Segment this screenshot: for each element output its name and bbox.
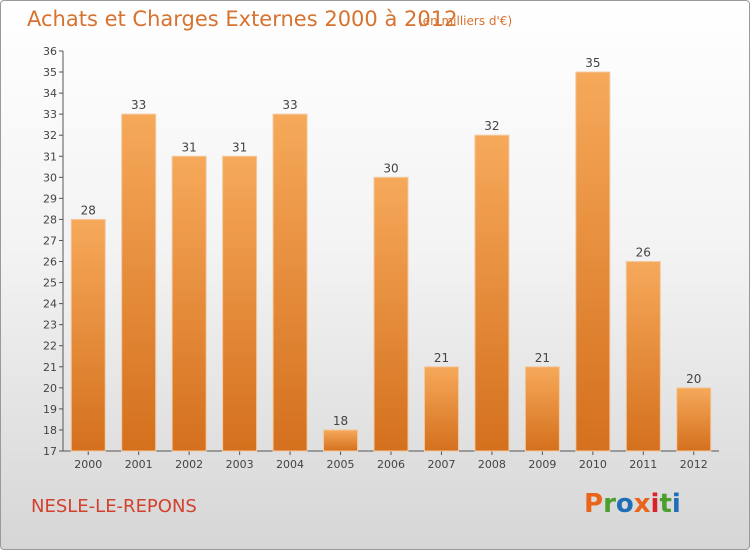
bar-2010 bbox=[575, 71, 611, 452]
x-tick-label: 2000 bbox=[74, 458, 102, 471]
logo-letter: r bbox=[603, 489, 616, 519]
x-tick-label: 2009 bbox=[528, 458, 556, 471]
data-label-2003: 31 bbox=[232, 140, 247, 154]
bar-2003 bbox=[222, 155, 258, 452]
logo-letter: i bbox=[650, 489, 660, 519]
bar-2006 bbox=[373, 176, 409, 452]
y-tick-label: 22 bbox=[43, 340, 57, 353]
y-tick-label: 35 bbox=[43, 66, 57, 79]
y-tick-label: 34 bbox=[43, 87, 57, 100]
y-tick-label: 17 bbox=[43, 445, 57, 458]
y-tick-label: 24 bbox=[43, 298, 57, 311]
bar-2011 bbox=[625, 261, 661, 452]
x-tick-label: 2004 bbox=[276, 458, 304, 471]
bar-2001 bbox=[121, 113, 157, 452]
y-tick-label: 28 bbox=[43, 213, 57, 226]
y-tick-label: 18 bbox=[43, 424, 57, 437]
data-label-2005: 18 bbox=[333, 414, 348, 428]
y-tick-label: 36 bbox=[43, 45, 57, 58]
bar-2004 bbox=[272, 113, 308, 452]
y-tick-label: 26 bbox=[43, 256, 57, 269]
data-label-2006: 30 bbox=[383, 161, 398, 175]
logo-letter: t bbox=[659, 489, 672, 519]
x-tick-label: 2011 bbox=[629, 458, 657, 471]
data-label-2007: 21 bbox=[434, 351, 449, 365]
y-tick-label: 29 bbox=[43, 192, 57, 205]
y-tick-label: 23 bbox=[43, 319, 57, 332]
y-tick-label: 25 bbox=[43, 277, 57, 290]
data-label-2000: 28 bbox=[81, 203, 96, 217]
bar-2000 bbox=[70, 218, 106, 452]
bar-2008 bbox=[474, 134, 510, 452]
x-tick-label: 2001 bbox=[125, 458, 153, 471]
x-tick-label: 2008 bbox=[478, 458, 506, 471]
bar-2002 bbox=[171, 155, 207, 452]
data-label-2004: 33 bbox=[282, 98, 297, 112]
x-tick-label: 2006 bbox=[377, 458, 405, 471]
bar-2009 bbox=[524, 366, 560, 452]
y-tick-label: 21 bbox=[43, 361, 57, 374]
logo-letter: P bbox=[584, 489, 604, 519]
logo-letter: o bbox=[615, 489, 634, 519]
x-tick-label: 2003 bbox=[226, 458, 254, 471]
x-tick-label: 2002 bbox=[175, 458, 203, 471]
y-tick-label: 20 bbox=[43, 382, 57, 395]
commune-name: NESLE-LE-REPONS bbox=[31, 496, 197, 517]
data-label-2008: 32 bbox=[484, 119, 499, 133]
y-tick-label: 30 bbox=[43, 171, 57, 184]
x-tick-label: 2007 bbox=[427, 458, 455, 471]
bar-2012 bbox=[676, 387, 712, 452]
x-tick-label: 2012 bbox=[680, 458, 708, 471]
data-label-2009: 21 bbox=[535, 351, 550, 365]
bar-2007 bbox=[423, 366, 459, 452]
y-tick-label: 19 bbox=[43, 403, 57, 416]
y-tick-label: 32 bbox=[43, 129, 57, 142]
x-tick-label: 2005 bbox=[327, 458, 355, 471]
x-tick-label: 2010 bbox=[579, 458, 607, 471]
chart-title: Achats et Charges Externes 2000 à 2012 bbox=[27, 7, 458, 31]
data-label-2012: 20 bbox=[686, 372, 701, 386]
y-tick-label: 31 bbox=[43, 150, 57, 163]
y-tick-label: 27 bbox=[43, 234, 57, 247]
y-tick-label: 33 bbox=[43, 108, 57, 121]
data-label-2011: 26 bbox=[636, 246, 651, 260]
data-label-2010: 35 bbox=[585, 56, 600, 70]
proxiti-logo: Proxiti bbox=[584, 489, 681, 519]
logo-letter: i bbox=[671, 489, 681, 519]
logo-letter: x bbox=[633, 489, 651, 519]
bar-2005 bbox=[323, 429, 359, 452]
data-label-2002: 31 bbox=[182, 140, 197, 154]
data-label-2001: 33 bbox=[131, 98, 146, 112]
chart-subtitle: (en milliers d'€) bbox=[418, 14, 513, 28]
